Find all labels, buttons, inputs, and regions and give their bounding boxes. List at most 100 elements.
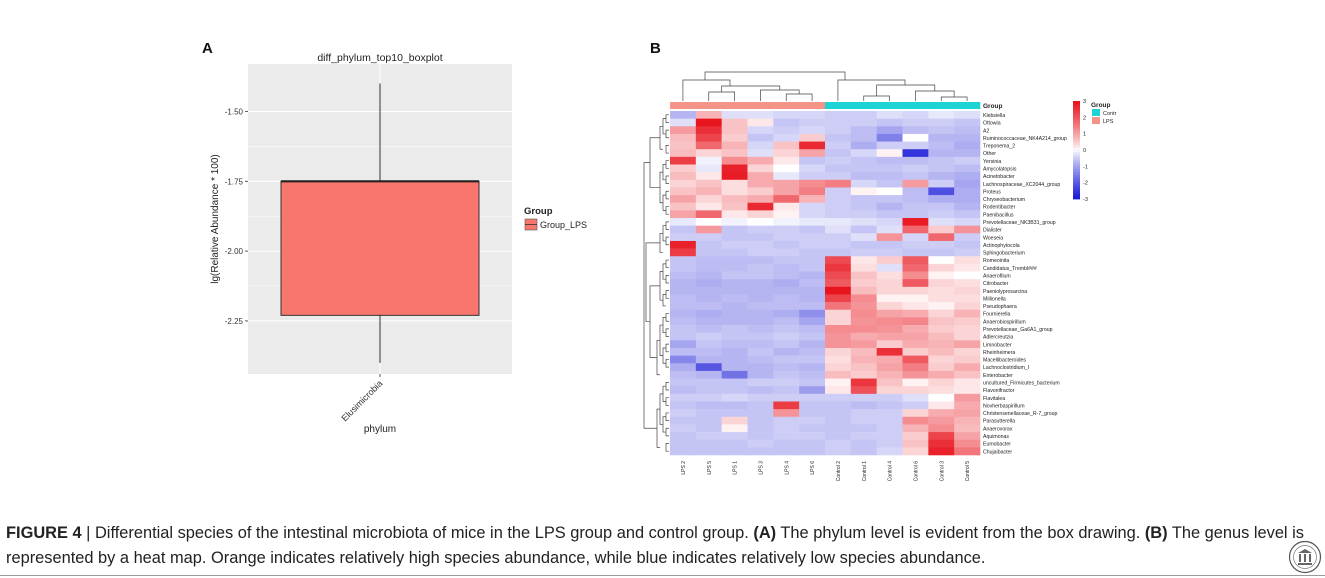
heatmap-cell bbox=[928, 325, 955, 333]
heatmap-cell bbox=[695, 409, 722, 418]
heatmap-cell bbox=[721, 294, 748, 303]
heatmap-cell bbox=[850, 187, 877, 196]
heatmap-cell bbox=[850, 340, 877, 349]
heatmap-cell bbox=[902, 263, 929, 272]
heatmap-cell bbox=[721, 432, 748, 441]
boxplot-x-axis-title: phylum bbox=[364, 424, 396, 435]
heatmap-cell bbox=[902, 432, 929, 441]
heatmap-cell bbox=[850, 393, 877, 402]
boxplot-y-axis: -1.50 -1.75 -2.00 -2.25 bbox=[225, 107, 381, 377]
heatmap-cell bbox=[670, 378, 697, 387]
heatmap-cell bbox=[850, 133, 877, 142]
heatmap-row-label: Woeseia bbox=[983, 235, 1003, 241]
heatmap-cell bbox=[747, 302, 774, 311]
boxplot-legend-title: Group bbox=[524, 206, 553, 217]
heatmap-cell bbox=[773, 195, 800, 204]
heatmap-row-label: Eumobacter bbox=[983, 442, 1011, 448]
heatmap-cell bbox=[954, 294, 981, 303]
heatmap-cell bbox=[670, 309, 697, 318]
heatmap-cell bbox=[670, 447, 697, 456]
heatmap-cell bbox=[902, 256, 929, 265]
heatmap-cell bbox=[850, 386, 877, 395]
heatmap-cell bbox=[850, 363, 877, 372]
heatmap-cell bbox=[825, 447, 852, 456]
heatmap-cell bbox=[670, 409, 697, 418]
row-dendrogram-branch bbox=[665, 259, 669, 269]
heatmap-cell bbox=[695, 416, 722, 425]
row-dendrogram-branch bbox=[643, 162, 657, 429]
heatmap-cell bbox=[721, 317, 748, 326]
heatmap-cell bbox=[773, 424, 800, 433]
heatmap-cell bbox=[799, 309, 826, 318]
heatmap-cell bbox=[825, 233, 852, 242]
boxplot-x-tick-label: Elusimicrobia bbox=[339, 378, 384, 423]
heatmap-cell bbox=[799, 202, 826, 211]
group-annotation-cell bbox=[928, 102, 955, 109]
heatmap-cell bbox=[876, 218, 903, 226]
heatmap-cell bbox=[747, 225, 774, 234]
heatmap-cell bbox=[695, 439, 722, 448]
heatmap-cell bbox=[928, 256, 955, 265]
heatmap-cell bbox=[773, 401, 800, 410]
heatmap-cell bbox=[799, 233, 826, 242]
color-scale-step bbox=[1073, 137, 1080, 141]
heatmap-cell bbox=[773, 432, 800, 441]
group-annotation-cell bbox=[670, 102, 697, 109]
heatmap-row-label: Candidatus_Trembl### bbox=[983, 266, 1037, 272]
heatmap-cell bbox=[954, 187, 981, 196]
heatmap-cell bbox=[695, 309, 722, 318]
heatmap-column-label: Control 4 bbox=[888, 461, 894, 482]
heatmap-cell bbox=[695, 401, 722, 410]
row-dendrogram-branch bbox=[662, 164, 666, 181]
row-dendrogram-branch bbox=[665, 160, 669, 169]
heatmap-cell bbox=[928, 133, 955, 142]
heatmap-cell bbox=[670, 149, 697, 158]
heatmap-cell bbox=[876, 279, 903, 288]
row-dendrogram-branch bbox=[659, 271, 663, 301]
heatmap-cell bbox=[773, 149, 800, 158]
heatmap-cell bbox=[799, 439, 826, 448]
color-scale-step bbox=[1073, 157, 1080, 161]
group-legend-entry: Contr bbox=[1103, 111, 1117, 117]
heatmap-cell bbox=[825, 164, 852, 173]
heatmap-cell bbox=[670, 355, 697, 364]
heatmap-cell bbox=[928, 286, 955, 295]
heatmap-cell bbox=[747, 187, 774, 196]
heatmap-cell bbox=[850, 164, 877, 173]
color-scale-step bbox=[1073, 196, 1080, 200]
heatmap-row-label: Novherbaspirillum bbox=[983, 403, 1025, 409]
heatmap-cell bbox=[799, 325, 826, 333]
heatmap-cell bbox=[954, 325, 981, 333]
heatmap-cell bbox=[902, 133, 929, 142]
heatmap-row-label: Anaerofilum bbox=[983, 273, 1011, 279]
heatmap-cell bbox=[876, 409, 903, 418]
heatmap-cell bbox=[695, 355, 722, 364]
heatmap-cell bbox=[928, 309, 955, 318]
heatmap-cell bbox=[876, 439, 903, 448]
heatmap-cell bbox=[695, 378, 722, 387]
heatmap-cell bbox=[773, 225, 800, 234]
heatmap-cell bbox=[954, 393, 981, 402]
heatmap-cell bbox=[825, 424, 852, 433]
boxplot-y-tick-label: -1.75 bbox=[225, 177, 244, 186]
heatmap-cell bbox=[747, 432, 774, 441]
heatmap-cell bbox=[747, 286, 774, 295]
heatmap-cell bbox=[773, 256, 800, 265]
group-annotation-cell bbox=[799, 102, 826, 109]
heatmap-cell bbox=[902, 210, 929, 219]
heatmap-cell bbox=[670, 240, 697, 249]
group-annotation-cell bbox=[825, 102, 852, 109]
heatmap-cell bbox=[825, 225, 852, 234]
heatmap-cell bbox=[670, 386, 697, 395]
group-annotation-cell bbox=[773, 102, 800, 109]
heatmap-cell bbox=[670, 302, 697, 311]
heatmap-cell bbox=[773, 164, 800, 173]
heatmap-cell bbox=[902, 294, 929, 303]
heatmap-cell bbox=[876, 210, 903, 219]
heatmap-cell bbox=[721, 447, 748, 456]
color-scale-step bbox=[1073, 172, 1080, 175]
heatmap-cell bbox=[747, 439, 774, 448]
heatmap-cell bbox=[928, 218, 955, 226]
heatmap-cell bbox=[747, 424, 774, 433]
heatmap-cell bbox=[670, 432, 697, 441]
